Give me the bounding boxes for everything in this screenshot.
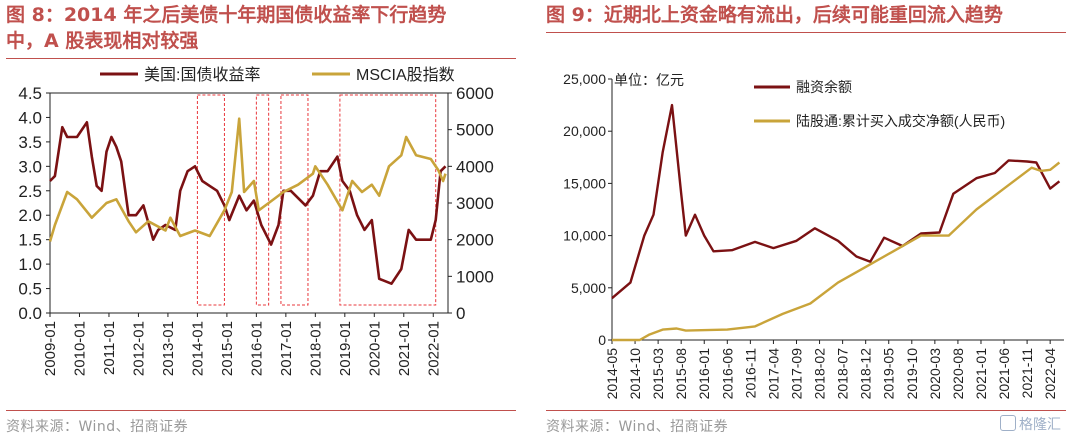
- x-tick-label: 2019-01: [337, 321, 354, 376]
- x-tick-label: 2016-01: [248, 321, 265, 376]
- x-tick-label: 2018-01: [307, 321, 324, 376]
- x-tick-label: 2012-01: [130, 321, 147, 376]
- y-tick-label: 0: [598, 332, 606, 348]
- y-tick-label: 15,000: [563, 175, 606, 191]
- chart-margin-vs-northbound: 0 5,000 10,000 15,000 20,000 25,000 2014-05 201…: [563, 71, 1064, 400]
- x-tick-label: 2011-01: [101, 321, 118, 375]
- y-right-tick-label: 1000: [456, 267, 494, 286]
- y-tick-label: 20,000: [563, 123, 606, 139]
- unit-label: 单位：亿元: [614, 72, 684, 88]
- highlight-period-box: [339, 94, 437, 306]
- chart-title-fig9: 图 9：近期北上资金略有流出，后续可能重回流入趋势: [546, 4, 1003, 26]
- x-tick-label: 2014-05: [604, 348, 620, 400]
- y-left-tick-label: 3.5: [18, 133, 42, 152]
- chart-title-fig8: 图 8：2014 年之后美债十年期国债收益率下行趋势 中，A 股表现相对较强: [6, 4, 447, 52]
- y-right-tick-label: 2000: [456, 231, 494, 250]
- highlight-period-box: [196, 94, 225, 306]
- watermark-logo: 格隆汇: [1000, 414, 1061, 434]
- x-tick-label: 2015-03: [650, 348, 666, 400]
- highlight-period-box: [255, 94, 270, 306]
- title-rule-right: [546, 32, 1066, 33]
- y-right-tick-label: 5000: [456, 121, 494, 140]
- series-line-margin-balance: [611, 103, 1061, 300]
- x-tick-label: 2020-01: [366, 321, 383, 376]
- y-left-tick-label: 2.5: [18, 182, 42, 201]
- y-right-tick-label: 0: [456, 304, 465, 323]
- x-tick-label: 2015-08: [673, 348, 689, 400]
- footer-rule-left: [6, 410, 516, 411]
- watermark-text: 格隆汇: [1019, 417, 1061, 433]
- chart-us-yield-vs-msci: 0.0 0.5 1.0 1.5 2.0 2.5 3.0 3.5 4.0 4.5 0 1000 2000 3…: [18, 66, 494, 376]
- x-tick-label: 2019-05: [881, 348, 897, 400]
- y-right-tick-label: 4000: [456, 157, 494, 176]
- x-tick-label: 2016-06: [719, 348, 735, 400]
- x-tick-label: 2018-07: [835, 348, 851, 400]
- title-rule-left: [6, 58, 516, 59]
- legend-label: 融资余额: [796, 79, 852, 95]
- x-tick-label: 2018-12: [858, 348, 874, 400]
- legend-label: MSCIA股指数: [356, 66, 455, 84]
- watermark-icon: [1000, 415, 1016, 431]
- series-line-us-yield: [49, 120, 447, 285]
- x-tick-label: 2017-09: [788, 348, 804, 400]
- x-tick-label: 2015-01: [219, 321, 236, 376]
- y-left-tick-label: 4.0: [18, 108, 42, 127]
- x-tick-label: 2017-04: [765, 348, 781, 400]
- source-note-left: 资料来源：Wind、招商证券: [6, 419, 189, 435]
- y-tick-label: 5,000: [571, 280, 606, 296]
- series-line-northbound: [612, 161, 1061, 342]
- x-tick-label: 2022-04: [1042, 348, 1058, 400]
- x-tick-label: 2020-08: [950, 348, 966, 400]
- y-left-tick-label: 2.0: [18, 206, 42, 225]
- y-left-tick-label: 4.5: [18, 84, 42, 103]
- x-tick-label: 2021-11: [1019, 348, 1035, 399]
- y-tick-label: 25,000: [563, 71, 606, 87]
- y-right-tick-label: 3000: [456, 194, 494, 213]
- x-tick-label: 2019-10: [904, 348, 920, 400]
- x-tick-label: 2017-01: [278, 321, 295, 376]
- y-left-tick-label: 1.0: [18, 255, 42, 274]
- x-tick-label: 2021-01: [396, 321, 413, 376]
- x-tick-label: 2014-01: [189, 321, 206, 376]
- x-tick-label: 2009-01: [42, 321, 59, 376]
- x-tick-label: 2014-10: [627, 348, 643, 400]
- y-left-tick-label: 3.0: [18, 157, 42, 176]
- x-tick-label: 2022-01: [425, 321, 442, 376]
- legend-label: 美国:国债收益率: [144, 66, 260, 84]
- y-tick-label: 10,000: [563, 228, 606, 244]
- x-tick-label: 2016-01: [696, 348, 712, 400]
- y-left-tick-label: 0.0: [18, 304, 42, 323]
- legend-label: 陆股通:累计买入成交净额(人民币): [796, 113, 1005, 129]
- x-tick-label: 2013-01: [160, 321, 177, 376]
- y-left-tick-label: 1.5: [18, 231, 42, 250]
- x-tick-label: 2021-01: [973, 348, 989, 400]
- x-tick-label: 2016-11: [742, 348, 758, 399]
- source-note-right: 资料来源：Wind、招商证券: [546, 419, 729, 435]
- x-tick-label: 2010-01: [71, 321, 88, 376]
- x-tick-label: 2020-03: [927, 348, 943, 400]
- footer-rule-right: [546, 410, 1066, 411]
- highlight-period-box: [280, 94, 309, 306]
- x-tick-label: 2021-06: [996, 348, 1012, 400]
- series-line-msci-a: [48, 117, 447, 242]
- x-tick-label: 2018-02: [812, 348, 828, 400]
- y-left-tick-label: 0.5: [18, 280, 42, 299]
- y-right-tick-label: 6000: [456, 84, 494, 103]
